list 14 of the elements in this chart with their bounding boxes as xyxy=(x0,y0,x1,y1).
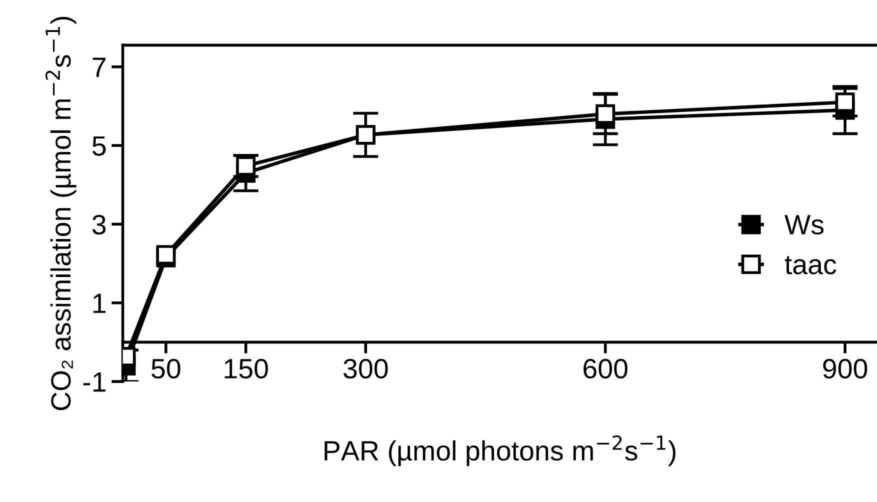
x-tick-label: 900 xyxy=(823,358,868,379)
x-tick-label: 300 xyxy=(344,358,388,379)
y-tick-label: 3 xyxy=(92,214,106,235)
x-tick-label: 150 xyxy=(224,358,268,379)
legend-label: Ws xyxy=(784,215,824,235)
y-tick-label: 5 xyxy=(92,136,106,156)
y-tick-label: 7 xyxy=(92,58,106,77)
x-tick-label: 600 xyxy=(584,358,628,379)
x-tick-label: 50 xyxy=(152,358,180,379)
legend-label: taac xyxy=(784,256,836,274)
x-axis-title: PAR (µmol photons m$^{−2}$s$^{−1}$) xyxy=(324,435,676,466)
y-tick-label: -1 xyxy=(83,372,106,392)
y-tick-label: 1 xyxy=(93,294,106,313)
y-axis-title: CO₂ assimilation (µmol m$^{−2}$s$^{−1}$) xyxy=(45,16,76,410)
